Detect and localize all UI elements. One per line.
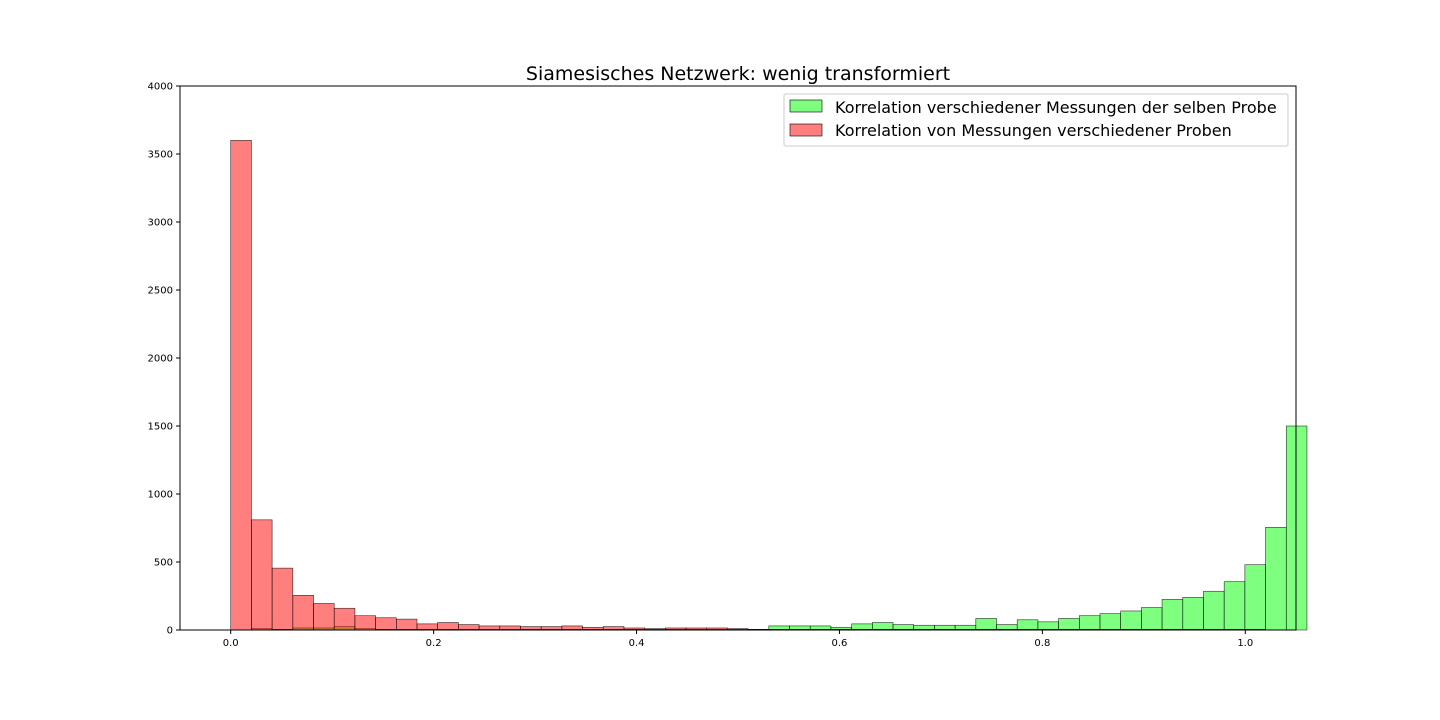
y-tick-label: 0 <box>167 626 173 637</box>
bar-series-0-bin-36 <box>975 618 997 631</box>
bar-series-1-bin-8 <box>396 618 418 631</box>
bar-series-0-bin-42 <box>1099 613 1121 631</box>
y-tick-label: 4000 <box>148 82 173 93</box>
y-tick-label: 2000 <box>148 354 173 365</box>
x-tick-label: 1.0 <box>1237 638 1253 649</box>
bar-series-0-bin-43 <box>1120 610 1142 631</box>
legend-swatch-different-samples <box>789 123 823 137</box>
bar-series-0-bin-31 <box>872 622 894 631</box>
bar-series-0-bin-46 <box>1182 597 1204 631</box>
bar-series-1-bin-4 <box>313 603 335 631</box>
legend-box <box>783 93 1289 147</box>
axes-frame <box>179 85 1297 631</box>
y-tick-label: 3000 <box>148 218 173 229</box>
bar-series-0-bin-47 <box>1203 590 1225 631</box>
bar-series-0-bin-39 <box>1037 621 1059 631</box>
bars-layer <box>230 140 1308 631</box>
bar-series-0-bin-49 <box>1244 564 1266 631</box>
bar-series-1-bin-12 <box>478 625 501 631</box>
bar-series-1-bin-11 <box>458 624 480 631</box>
chart-title: Siamesisches Netzwerk: wenig transformie… <box>526 63 950 85</box>
y-tick-label: 500 <box>154 558 173 569</box>
y-tick-label: 3500 <box>148 150 173 161</box>
bar-series-0-bin-40 <box>1058 618 1080 631</box>
bar-series-1-bin-18 <box>602 626 625 631</box>
y-tick-label: 1500 <box>148 422 173 433</box>
legend-label-different-samples: Korrelation von Messungen verschiedener … <box>835 121 1232 140</box>
bar-series-1-bin-16 <box>561 625 583 631</box>
bar-series-1-bin-0 <box>230 140 252 631</box>
x-tick-label: 0.4 <box>629 638 645 649</box>
bar-series-0-bin-45 <box>1161 599 1184 631</box>
bar-series-1-bin-9 <box>416 623 438 631</box>
y-tick-label: 1000 <box>148 490 173 501</box>
x-tick-label: 0.6 <box>832 638 848 649</box>
bar-series-1-bin-5 <box>333 607 356 631</box>
bar-series-1-bin-13 <box>499 625 521 631</box>
legend-label-same-sample: Korrelation verschiedener Messungen der … <box>835 98 1277 117</box>
bar-series-0-bin-48 <box>1223 581 1246 631</box>
bar-series-0-bin-38 <box>1016 619 1039 631</box>
x-tick-label: 0.2 <box>426 638 442 649</box>
bar-series-1-bin-14 <box>520 626 542 631</box>
bar-series-1-bin-3 <box>292 595 314 631</box>
bar-series-1-bin-15 <box>540 626 563 631</box>
y-tick-label: 2500 <box>148 286 173 297</box>
bar-series-0-bin-41 <box>1078 615 1101 631</box>
bar-series-1-bin-7 <box>375 617 397 631</box>
bar-series-1-bin-1 <box>251 519 273 631</box>
bar-series-1-bin-10 <box>437 622 459 631</box>
legend-swatch-same-sample <box>789 99 823 113</box>
bar-series-0-bin-50 <box>1265 527 1287 631</box>
legend: Korrelation verschiedener Messungen der … <box>783 93 1289 147</box>
x-tick-label: 0.0 <box>223 638 239 649</box>
bar-series-0-bin-51 <box>1285 425 1308 631</box>
y-axis: 0 500 1000 1500 2000 2500 3000 3500 4000 <box>148 82 180 637</box>
bar-series-0-bin-44 <box>1141 607 1163 631</box>
bar-series-1-bin-2 <box>271 567 294 631</box>
bar-series-1-bin-6 <box>354 615 376 631</box>
x-tick-label: 0.8 <box>1034 638 1050 649</box>
x-axis: 0.0 0.2 0.4 0.6 0.8 1.0 <box>223 630 1253 649</box>
